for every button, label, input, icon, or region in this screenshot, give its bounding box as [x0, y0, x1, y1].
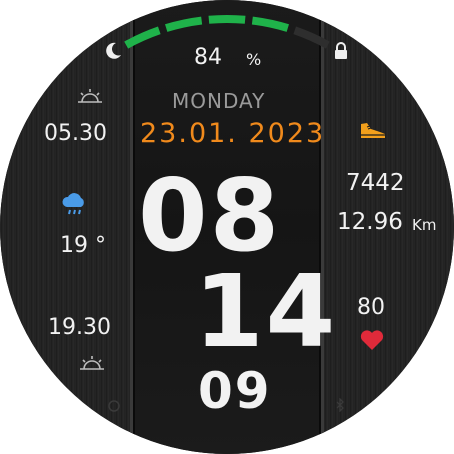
distance-unit: Km: [412, 216, 437, 234]
sunrise-icon: [78, 89, 102, 103]
distance-value: 12.96: [337, 209, 403, 235]
bluetooth-icon[interactable]: [335, 398, 345, 412]
alarm-icon[interactable]: [107, 398, 121, 412]
steps-count: 7442: [346, 170, 405, 196]
sunset-icon: [80, 356, 104, 370]
lock-icon[interactable]: [333, 42, 349, 60]
battery-percent-unit: %: [246, 50, 262, 69]
shoe-icon[interactable]: [358, 120, 388, 142]
weekday: MONDAY: [172, 89, 266, 113]
battery-arc-segment: [293, 26, 330, 49]
time-seconds: 09: [198, 362, 272, 420]
battery-arc-segment: [165, 16, 203, 32]
right-panel: [324, 0, 454, 454]
time-hours: 08: [138, 157, 282, 274]
sunrise-time: 05.30: [44, 121, 107, 146]
left-panel: [0, 0, 130, 454]
battery-percent-value: 84: [194, 45, 222, 70]
battery-arc-segment: [208, 15, 246, 24]
sunset-time: 19.30: [48, 315, 111, 340]
heart-icon[interactable]: [360, 329, 384, 351]
temperature: 19 °: [60, 233, 106, 258]
date: 23.01. 2023: [140, 118, 326, 149]
cloud-rain-icon[interactable]: [60, 192, 88, 216]
battery-arc-segment: [251, 16, 289, 32]
time-minutes: 14: [194, 253, 338, 370]
moon-icon[interactable]: [102, 40, 124, 62]
center-panel: [130, 0, 324, 454]
heart-rate-value: 80: [357, 295, 385, 320]
battery-arc-segment: [124, 26, 161, 49]
